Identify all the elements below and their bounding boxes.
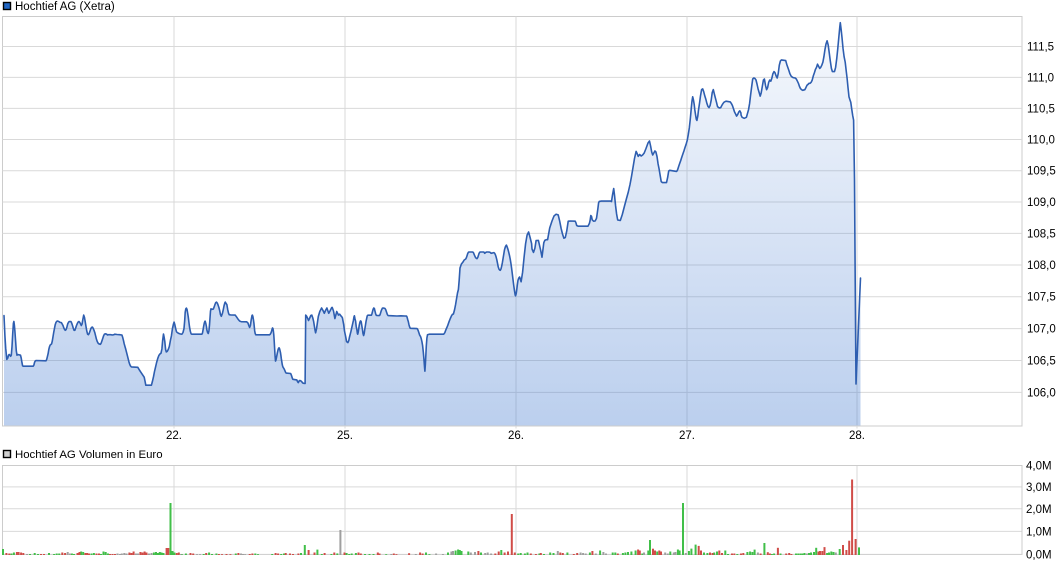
svg-text:Hochtief AG (Xetra): Hochtief AG (Xetra) [15,1,115,13]
svg-text:3,0M: 3,0M [1026,482,1052,494]
svg-text:28.: 28. [849,430,865,442]
svg-text:27.: 27. [679,430,695,442]
svg-text:107,0: 107,0 [1027,324,1056,336]
svg-text:4,0M: 4,0M [1026,461,1052,473]
svg-text:0,0M: 0,0M [1026,549,1052,561]
svg-text:26.: 26. [508,430,524,442]
svg-text:106,5: 106,5 [1027,356,1056,368]
svg-text:22.: 22. [166,430,182,442]
svg-text:109,5: 109,5 [1027,166,1056,178]
svg-text:109,0: 109,0 [1027,197,1056,209]
svg-text:110,0: 110,0 [1027,135,1055,147]
svg-text:25.: 25. [337,430,353,442]
svg-text:111,0: 111,0 [1027,72,1054,84]
svg-text:106,0: 106,0 [1027,387,1056,399]
svg-text:110,5: 110,5 [1027,103,1055,115]
svg-text:1,0M: 1,0M [1026,526,1052,538]
svg-text:108,0: 108,0 [1027,260,1056,272]
svg-text:107,5: 107,5 [1027,292,1056,304]
svg-text:108,5: 108,5 [1027,228,1056,240]
svg-text:Hochtief AG Volumen in Euro: Hochtief AG Volumen in Euro [15,449,163,461]
svg-text:2,0M: 2,0M [1026,504,1052,516]
svg-text:111,5: 111,5 [1027,42,1054,54]
